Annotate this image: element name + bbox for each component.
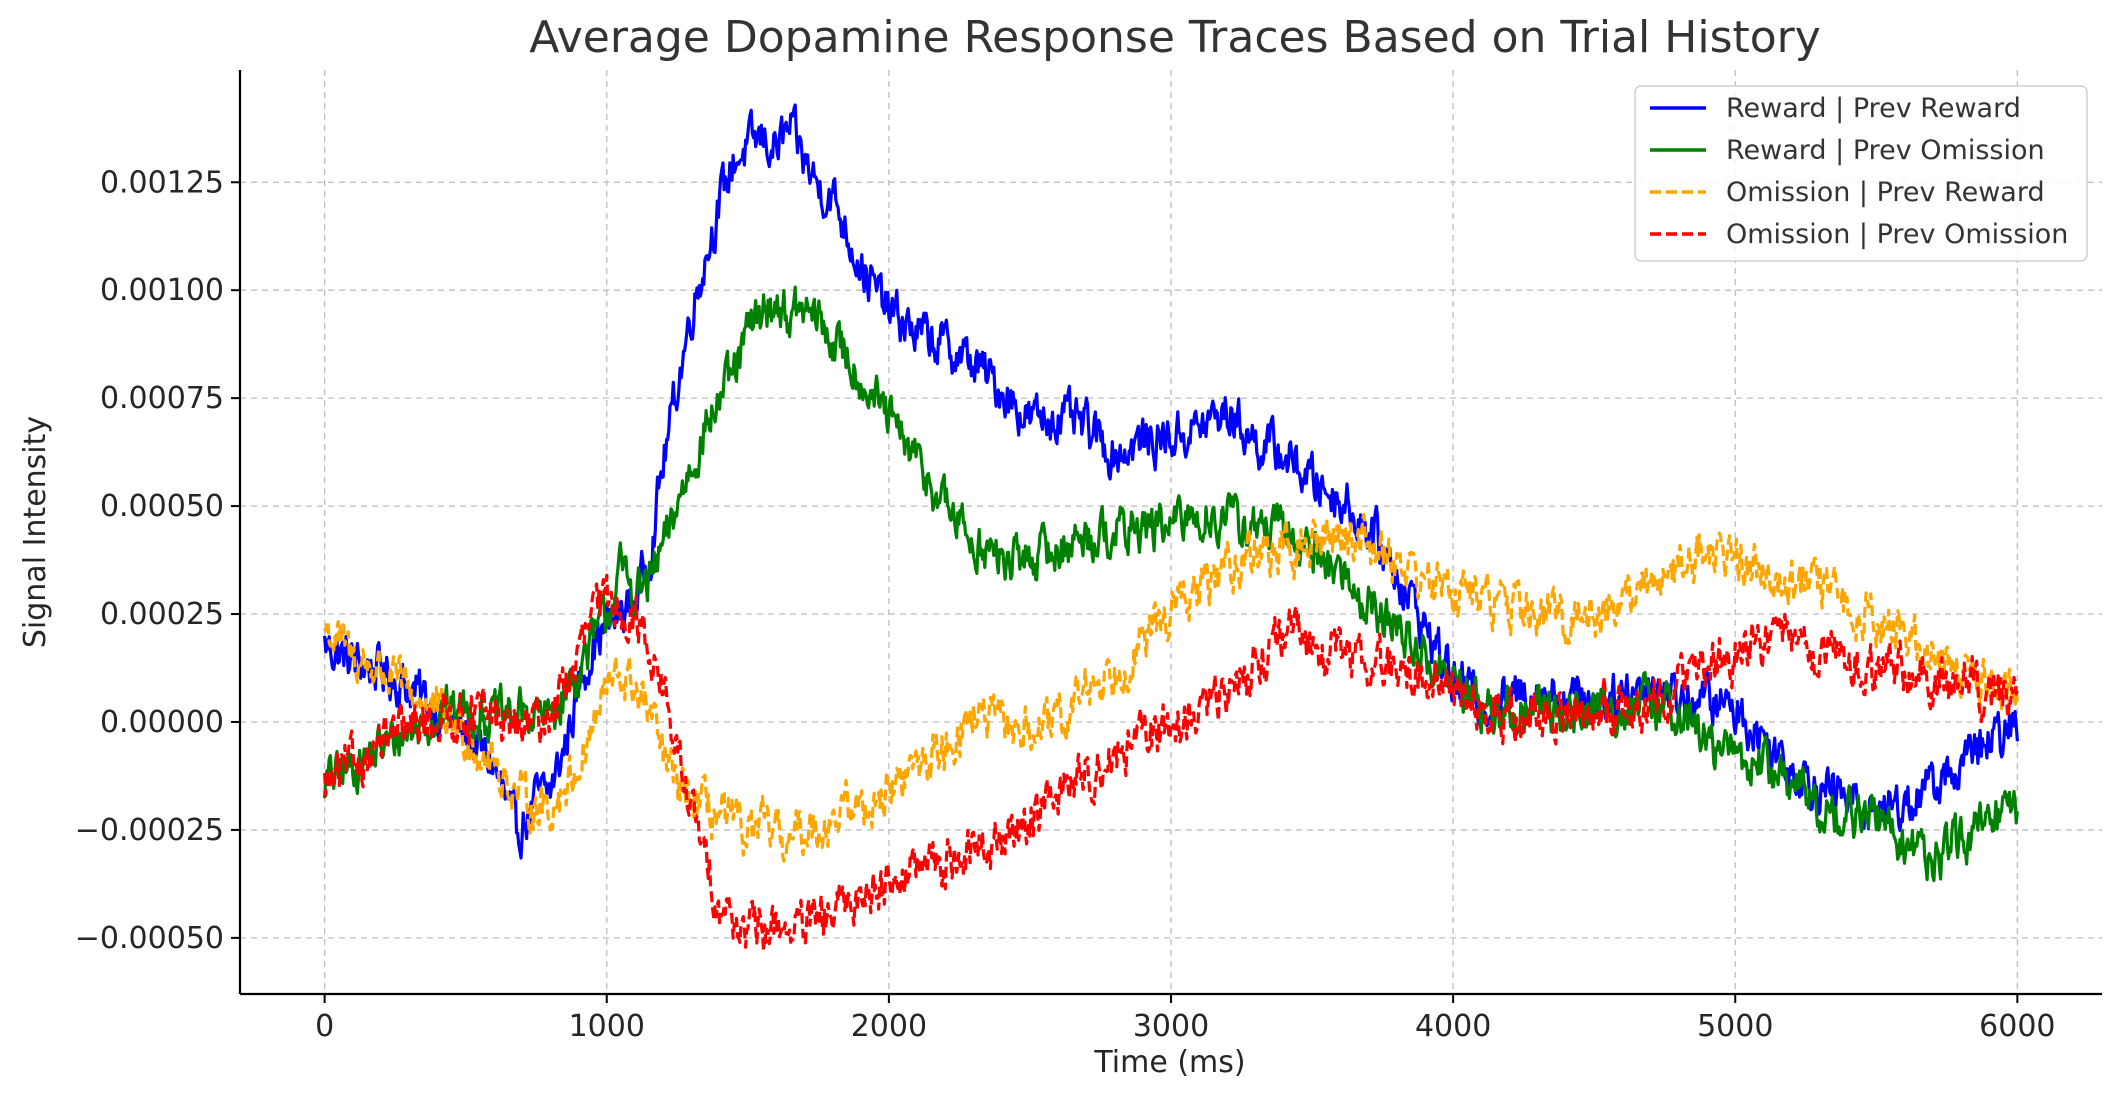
y-tick-label: 0.00025 xyxy=(100,597,224,632)
y-tick-label: 0.00125 xyxy=(100,165,224,200)
x-tick-label: 1000 xyxy=(569,1009,645,1044)
legend-label-3: Omission | Prev Omission xyxy=(1726,219,2068,250)
y-tick-label: 0.00000 xyxy=(100,705,224,740)
legend-label-0: Reward | Prev Reward xyxy=(1726,93,2021,124)
legend-box xyxy=(1634,85,2088,262)
legend: Reward | Prev Reward Reward | Prev Omissi… xyxy=(1634,85,2088,262)
y-tick-label: −0.00050 xyxy=(75,921,224,956)
y-tick-label: 0.00100 xyxy=(100,273,224,308)
x-tick-label: 5000 xyxy=(1697,1009,1773,1044)
series-line-3 xyxy=(323,573,2019,953)
series-line-2 xyxy=(323,513,2019,863)
x-tick-label: 6000 xyxy=(1979,1009,2055,1044)
y-tick-label: 0.00075 xyxy=(100,381,224,416)
chart-title: Average Dopamine Response Traces Based o… xyxy=(529,12,1821,63)
ticks-layer: 0 1000 2000 3000 4000 5000 6000 −0.00050 −0.0002… xyxy=(75,165,2056,1044)
x-tick-label: 3000 xyxy=(1133,1009,1209,1044)
series-line-1 xyxy=(323,285,2019,883)
y-tick-label: −0.00025 xyxy=(75,813,224,848)
x-axis-title: Time (ms) xyxy=(1093,1045,1245,1080)
x-tick-label: 0 xyxy=(315,1009,334,1044)
legend-label-2: Omission | Prev Reward xyxy=(1726,177,2045,208)
x-tick-label: 2000 xyxy=(851,1009,927,1044)
legend-label-1: Reward | Prev Omission xyxy=(1726,135,2045,166)
x-tick-label: 4000 xyxy=(1415,1009,1491,1044)
y-axis-title: Signal Intensity xyxy=(18,416,53,648)
y-tick-label: 0.00050 xyxy=(100,489,224,524)
legend-items: Reward | Prev Reward Reward | Prev Omissi… xyxy=(1650,93,2068,250)
series-layer xyxy=(323,103,2019,953)
